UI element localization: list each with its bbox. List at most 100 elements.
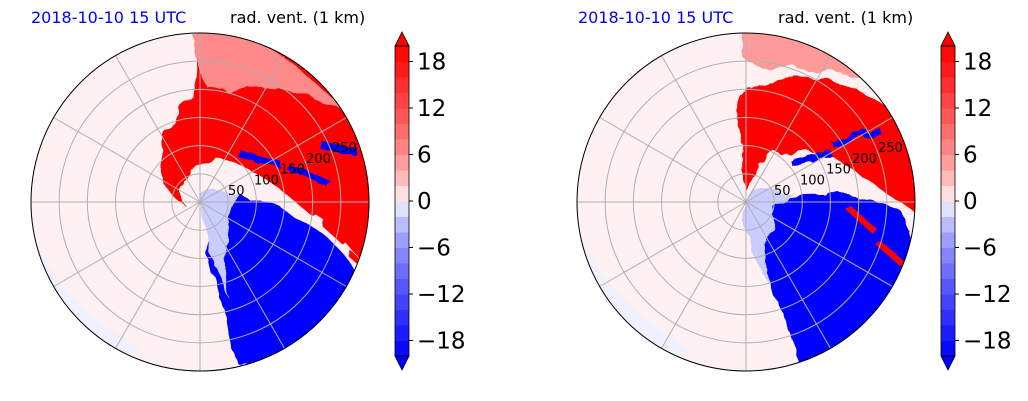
right-azimuth-spoke	[745, 201, 893, 287]
right-colorbar-tick-label: 18	[963, 50, 992, 76]
left-colorbar-band	[395, 123, 409, 140]
left-colorbar-band	[395, 46, 409, 62]
left-colorbar-band	[395, 232, 409, 248]
right-colorbar-band	[941, 77, 955, 93]
left-colorbar-band	[395, 108, 409, 124]
right-colorbar-band	[941, 216, 955, 233]
right-azimuth-spoke	[661, 55, 747, 203]
right-colorbar-tick-label: −18	[963, 329, 1012, 355]
left-azimuth-spoke	[199, 117, 347, 203]
right-colorbar-band	[941, 263, 955, 279]
left-colorbar-tick-label: 18	[417, 50, 446, 76]
left-azimuth-spoke	[199, 201, 285, 349]
right-colorbar-band	[941, 139, 955, 155]
right-polar-grid	[577, 33, 915, 371]
left-colorbar-tick-label: 12	[417, 96, 446, 122]
left-colorbar-band	[395, 216, 409, 233]
left-colorbar-band	[395, 61, 409, 78]
right-colorbar-band	[941, 294, 955, 310]
right-colorbar-tick-label: 6	[963, 143, 978, 169]
left-colorbar-band	[395, 247, 409, 264]
left-plot-boundary	[30, 32, 370, 372]
left-colorbar-band	[395, 201, 409, 217]
right-colorbar-band	[941, 123, 955, 140]
right-radial-tick-label: 200	[852, 152, 877, 167]
right-colorbar-max-extend	[940, 31, 956, 47]
left-azimuth-spoke	[53, 201, 201, 287]
left-azimuth-spoke	[199, 55, 285, 203]
right-colorbar-band	[941, 340, 955, 357]
right-azimuth-spoke	[745, 55, 831, 203]
right-colorbar-band	[941, 325, 955, 341]
right-plot-boundary	[576, 32, 916, 372]
left-radial-tick-label: 150	[280, 163, 305, 178]
left-colorbar-band	[395, 170, 409, 186]
left-colorbar-band	[395, 263, 409, 279]
right-azimuth-spoke	[745, 117, 893, 203]
left-radial-tick-label: 100	[254, 173, 279, 188]
left-colorbar-tick-label: −6	[417, 236, 451, 262]
left-colorbar-band	[395, 154, 409, 171]
left-colorbar-tick-label: 0	[417, 189, 432, 215]
right-colorbar-band	[941, 278, 955, 295]
right-colorbar-band	[941, 154, 955, 171]
right-radial-tick-label: 100	[800, 173, 825, 188]
right-colorbar: −18 −12 −6 0 6 12 18	[940, 31, 1012, 371]
left-colorbar-tick-label: −18	[417, 329, 466, 355]
left-date-title: 2018-10-10 15 UTC	[31, 8, 187, 27]
right-azimuth-spoke	[745, 201, 831, 349]
left-colorbar: −18 −12 −6 0 6 12 18	[394, 31, 466, 371]
right-colorbar-tick-label: 0	[963, 189, 978, 215]
right-colorbar-band	[941, 92, 955, 109]
right-azimuth-spoke	[599, 117, 747, 203]
left-azimuth-spoke	[115, 55, 201, 203]
left-colorbar-band	[395, 77, 409, 93]
left-colorbar-band	[395, 185, 409, 202]
left-azimuth-spoke	[199, 201, 347, 287]
right-colorbar-tick-label: −6	[963, 236, 997, 262]
left-radial-tick-label: 50	[228, 184, 245, 199]
right-colorbar-band	[941, 46, 955, 62]
left-colorbar-band	[395, 278, 409, 295]
left-colorbar-band	[395, 309, 409, 326]
right-colorbar-tick-label: 12	[963, 96, 992, 122]
left-colorbar-band	[395, 139, 409, 155]
left-field-title: rad. vent. (1 km)	[230, 8, 366, 27]
right-colorbar-min-extend	[940, 355, 956, 371]
left-polar-grid	[31, 33, 369, 371]
left-colorbar-tick-label: 6	[417, 143, 432, 169]
left-colorbar-band	[395, 340, 409, 357]
left-colorbar-tick-label: −12	[417, 282, 466, 308]
right-colorbar-tick-label: −12	[963, 282, 1012, 308]
right-colorbar-band	[941, 108, 955, 124]
right-field-title: rad. vent. (1 km)	[778, 8, 914, 27]
right-colorbar-band	[941, 170, 955, 186]
right-radial-tick-label: 50	[774, 184, 791, 199]
right-colorbar-band	[941, 61, 955, 78]
left-colorbar-max-extend	[394, 31, 410, 47]
left-azimuth-spoke	[115, 201, 201, 349]
left-azimuth-spoke	[53, 117, 201, 203]
right-colorbar-band	[941, 309, 955, 326]
right-date-title: 2018-10-10 15 UTC	[578, 8, 734, 27]
right-azimuth-spoke	[599, 201, 747, 287]
right-azimuth-spoke	[661, 201, 747, 349]
left-colorbar-band	[395, 294, 409, 310]
right-radial-tick-label: 150	[826, 163, 851, 178]
right-colorbar-band	[941, 232, 955, 248]
right-colorbar-band	[941, 247, 955, 264]
left-radial-tick-label: 200	[306, 152, 331, 167]
right-colorbar-band	[941, 185, 955, 202]
right-colorbar-band	[941, 201, 955, 217]
left-radial-tick-label: 250	[332, 141, 357, 156]
left-colorbar-band	[395, 325, 409, 341]
left-colorbar-band	[395, 92, 409, 109]
left-colorbar-min-extend	[394, 355, 410, 371]
right-radial-tick-label: 250	[878, 141, 903, 156]
